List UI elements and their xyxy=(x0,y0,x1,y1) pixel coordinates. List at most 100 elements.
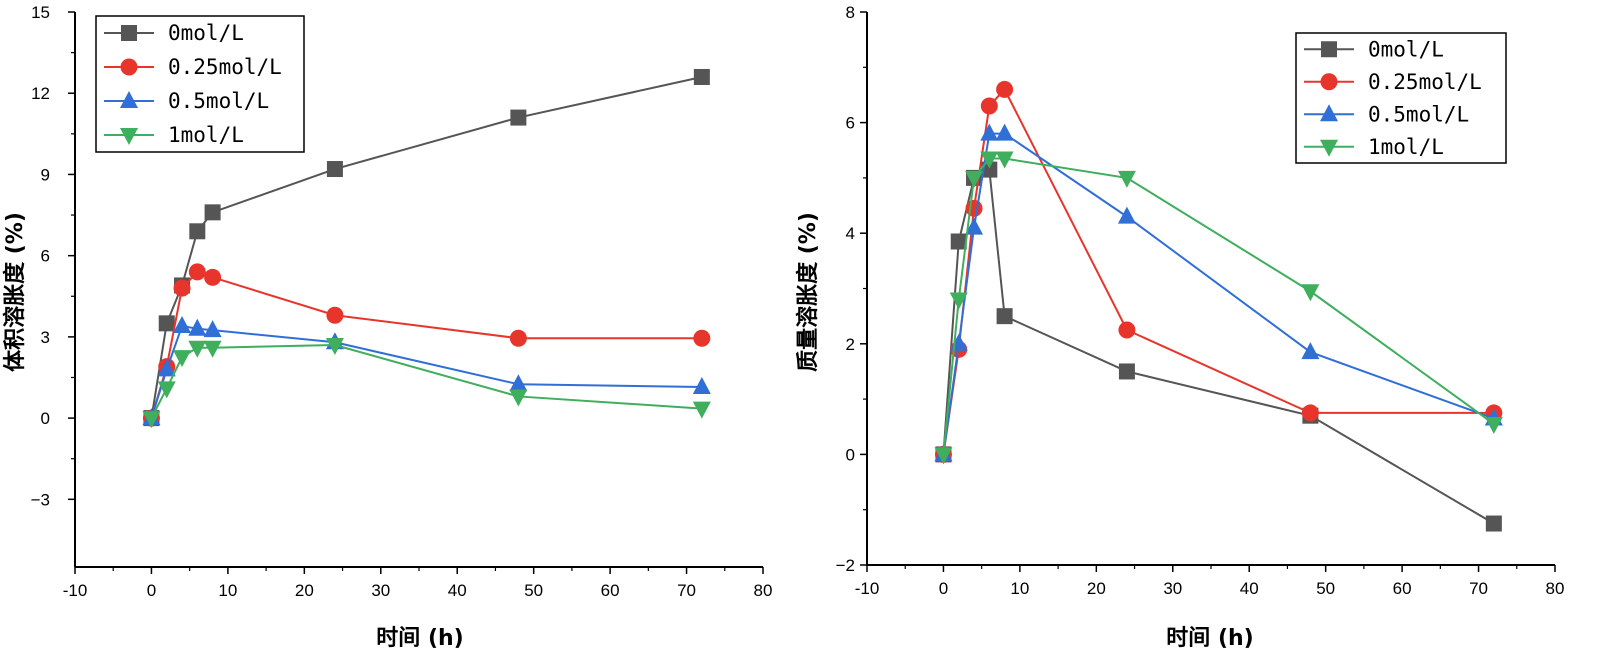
x-tick-label: 20 xyxy=(1087,579,1106,598)
series-line xyxy=(150,343,702,419)
data-point xyxy=(1117,170,1136,188)
data-point xyxy=(965,217,984,235)
data-point xyxy=(965,170,984,188)
x-tick-label: 80 xyxy=(754,581,773,600)
data-point xyxy=(173,279,191,297)
data-point xyxy=(1118,363,1135,380)
mass-swelling-chart: -10 0 10 20 30 40 50 60 70 80 −2 0 2 4 6 8 时间 (h) 质量溶胀度 (… xyxy=(795,3,1564,651)
legend-marker xyxy=(120,128,138,145)
x-axis-title: 时间 (h) xyxy=(376,626,463,651)
y-tick-label: 8 xyxy=(846,3,855,22)
data-point xyxy=(509,329,527,347)
data-point xyxy=(157,381,176,399)
data-point xyxy=(157,359,176,377)
legend: 0mol/L 0.25mol/L 0.5mol/L 1mol/L xyxy=(95,15,305,153)
data-point xyxy=(189,223,206,240)
data-point xyxy=(965,199,983,217)
series-triangle-down xyxy=(934,151,1503,465)
series-triangle-down xyxy=(142,338,711,429)
data-point xyxy=(996,308,1013,325)
legend-label: 0.25mol/L xyxy=(168,55,282,79)
data-point xyxy=(326,161,343,178)
x-tick-label: -10 xyxy=(63,581,88,600)
series-line xyxy=(150,324,702,419)
x-tick-label: 60 xyxy=(601,581,620,600)
series-triangle-up xyxy=(934,123,1503,462)
legend-label: 0mol/L xyxy=(1368,37,1444,61)
data-point xyxy=(1118,321,1136,339)
data-point xyxy=(995,123,1014,141)
legend-marker xyxy=(1320,139,1338,157)
data-point xyxy=(158,315,175,332)
data-point xyxy=(996,80,1014,98)
data-point xyxy=(173,350,192,368)
x-tick-label: 70 xyxy=(1469,579,1488,598)
data-point xyxy=(509,389,528,407)
x-tick-label: -10 xyxy=(855,579,880,598)
y-tick-label: −2 xyxy=(836,556,855,575)
legend-label: 0.5mol/L xyxy=(1368,102,1469,126)
data-point xyxy=(509,374,528,392)
legend-label: 0.5mol/L xyxy=(168,89,269,113)
data-point xyxy=(326,306,344,324)
legend-marker xyxy=(121,25,137,41)
legend-label: 1mol/L xyxy=(1368,135,1444,159)
data-point xyxy=(325,338,344,355)
data-point xyxy=(693,329,711,347)
y-tick-label: 3 xyxy=(41,328,50,347)
y-tick-label: 9 xyxy=(41,165,50,184)
series-line xyxy=(942,168,1495,525)
x-tick-label: 10 xyxy=(1010,579,1029,598)
x-tick-label: 10 xyxy=(218,581,237,600)
legend-marker xyxy=(1320,104,1338,122)
x-tick-label: 60 xyxy=(1393,579,1412,598)
x-axis-title: 时间 (h) xyxy=(1166,626,1253,651)
data-point xyxy=(980,151,999,169)
data-point xyxy=(1484,416,1503,434)
data-point xyxy=(950,233,967,250)
y-tick-label: 0 xyxy=(41,409,50,428)
legend-marker xyxy=(120,91,138,108)
data-point xyxy=(949,292,968,310)
x-tick-label: 40 xyxy=(448,581,467,600)
series-triangle-up xyxy=(142,316,711,426)
legend-marker xyxy=(1320,73,1338,91)
y-tick-label: 0 xyxy=(846,445,855,464)
data-point xyxy=(1485,515,1502,532)
data-point xyxy=(173,316,192,334)
series-circle xyxy=(142,263,711,427)
data-point xyxy=(203,340,222,358)
x-tick-label: 50 xyxy=(524,581,543,600)
legend-marker xyxy=(120,58,138,76)
data-point xyxy=(981,161,998,178)
y-tick-label: 2 xyxy=(846,335,855,354)
data-point xyxy=(692,376,711,394)
x-tick-label: 30 xyxy=(1163,579,1182,598)
data-point xyxy=(204,268,222,286)
data-point xyxy=(1301,404,1319,422)
data-point xyxy=(188,318,207,336)
legend: 0mol/L 0.25mol/L 0.5mol/L 1mol/L xyxy=(1295,32,1507,164)
y-axis-title: 质量溶胀度 (%) xyxy=(795,212,821,372)
legend-label: 1mol/L xyxy=(168,123,244,147)
data-point xyxy=(980,123,999,141)
x-tick-label: 70 xyxy=(677,581,696,600)
data-point xyxy=(188,340,207,358)
data-point xyxy=(1301,342,1320,360)
y-tick-label: 12 xyxy=(31,84,50,103)
y-tick-label: −3 xyxy=(31,490,50,509)
data-point xyxy=(203,320,222,338)
data-point xyxy=(188,263,206,281)
data-point xyxy=(142,411,161,429)
x-tick-label: 30 xyxy=(371,581,390,600)
legend-label: 0mol/L xyxy=(168,21,244,45)
y-tick-label: 15 xyxy=(31,3,50,22)
series-line xyxy=(942,132,1495,455)
x-tick-label: 20 xyxy=(295,581,314,600)
series-line xyxy=(942,157,1495,455)
volume-swelling-chart: -10 0 10 20 30 40 50 60 70 80 −3 0 3 6 9 12 15 时间 (h) 体积溶胀… xyxy=(2,3,772,651)
data-point xyxy=(995,151,1014,169)
data-point xyxy=(1117,206,1136,224)
x-tick-label: 0 xyxy=(939,579,948,598)
